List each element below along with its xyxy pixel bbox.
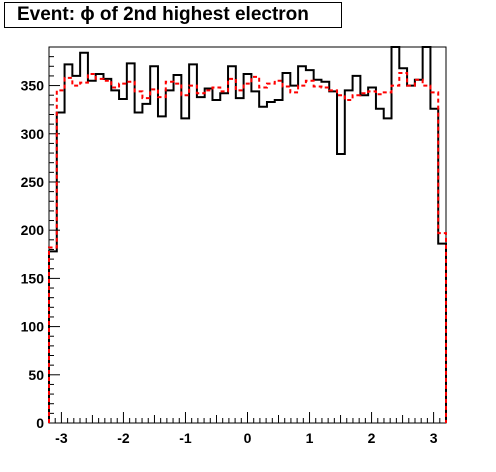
histogram-series-red-dashed — [48, 72, 447, 423]
y-tick-label: 200 — [21, 222, 45, 238]
x-axis: -3 -2 -1 0 1 2 3 — [48, 412, 447, 446]
histogram-series-black-solid — [48, 46, 447, 423]
y-tick-label: 100 — [21, 319, 45, 335]
plot-frame — [48, 46, 447, 424]
y-tick-label: 250 — [21, 174, 45, 190]
y-tick-label: 350 — [21, 78, 45, 94]
y-tick-label: 50 — [28, 367, 44, 383]
chart-title: Event: ϕ of 2nd highest electron — [4, 2, 342, 28]
y-tick-label: 300 — [21, 126, 45, 142]
y-tick-label: 0 — [36, 415, 44, 431]
x-tick-label: 1 — [306, 430, 314, 446]
x-tick-label: -3 — [55, 430, 68, 446]
y-tick-label: 150 — [21, 270, 45, 286]
y-axis: 0 50 100 150 200 250 300 350 — [21, 46, 60, 431]
x-tick-label: 0 — [244, 430, 252, 446]
x-tick-label: -1 — [179, 430, 192, 446]
x-tick-label: 2 — [368, 430, 376, 446]
x-tick-label: 3 — [430, 430, 438, 446]
x-tick-label: -2 — [117, 430, 130, 446]
series-layer — [48, 46, 447, 423]
